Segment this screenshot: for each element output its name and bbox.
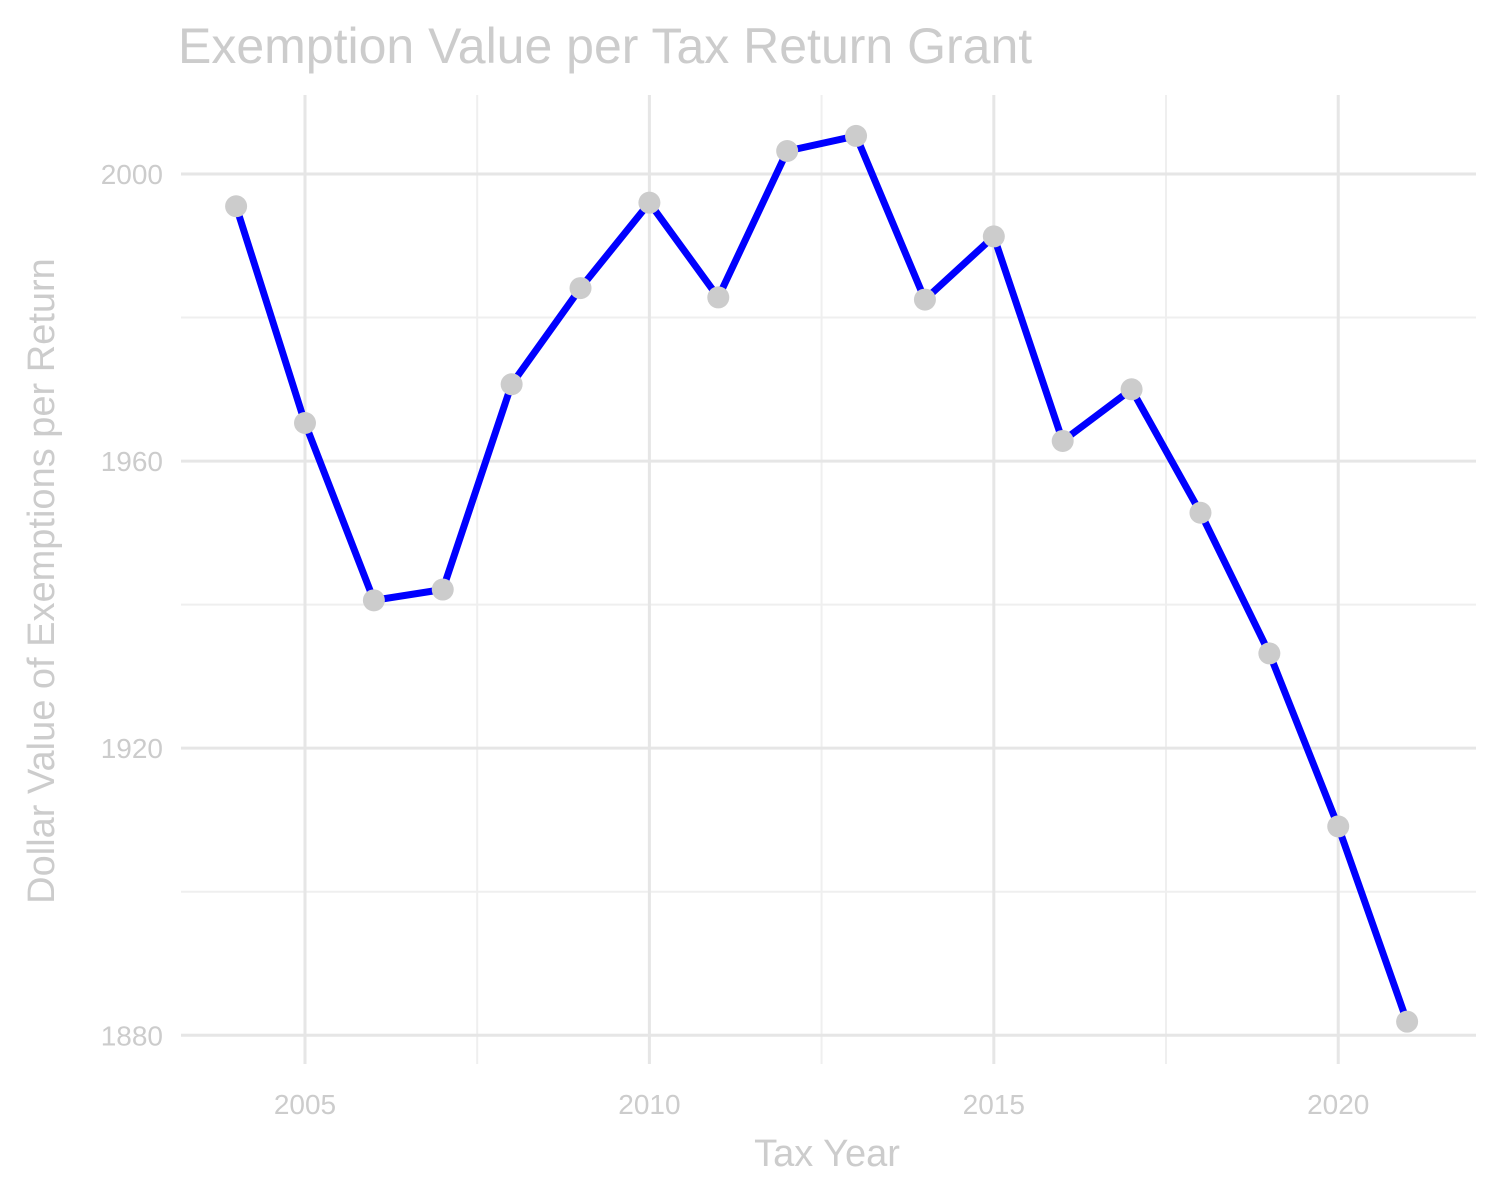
data-point bbox=[1327, 815, 1350, 838]
data-point bbox=[293, 412, 316, 435]
data-point bbox=[1258, 642, 1281, 665]
y-tick-label: 1880 bbox=[101, 1020, 163, 1051]
major-gridlines bbox=[181, 95, 1476, 1064]
series-line bbox=[232, 132, 1411, 1026]
data-point bbox=[225, 195, 248, 218]
y-tick-label: 1920 bbox=[101, 733, 163, 764]
data-point bbox=[1189, 501, 1212, 524]
data-point bbox=[982, 225, 1005, 248]
x-axis-title: Tax Year bbox=[754, 1133, 900, 1175]
data-point bbox=[638, 191, 661, 214]
data-point bbox=[1396, 1010, 1419, 1033]
x-tick-label: 2015 bbox=[963, 1089, 1025, 1120]
y-tick-label: 2000 bbox=[101, 159, 163, 190]
data-point bbox=[362, 589, 385, 612]
x-tick-label: 2020 bbox=[1307, 1089, 1369, 1120]
data-point bbox=[569, 277, 592, 300]
x-tick-label: 2010 bbox=[618, 1089, 680, 1120]
x-tick-labels: 2005 2010 2015 2020 bbox=[274, 1089, 1370, 1120]
data-point bbox=[707, 286, 730, 309]
data-point bbox=[431, 578, 454, 601]
data-point bbox=[913, 288, 936, 311]
data-point bbox=[776, 139, 799, 162]
chart-title: Exemption Value per Tax Return Grant bbox=[178, 18, 1032, 74]
minor-gridlines bbox=[181, 95, 1476, 1064]
data-point bbox=[500, 373, 523, 396]
y-axis-title: Dollar Value of Exemptions per Return bbox=[21, 258, 63, 904]
y-tick-labels: 1880 1920 1960 2000 bbox=[101, 159, 163, 1051]
data-point bbox=[1051, 429, 1074, 452]
y-tick-label: 1960 bbox=[101, 446, 163, 477]
x-tick-label: 2005 bbox=[274, 1089, 336, 1120]
data-point bbox=[845, 124, 868, 147]
points-layer bbox=[225, 124, 1419, 1033]
data-point bbox=[1120, 378, 1143, 401]
series-layer bbox=[232, 132, 1411, 1026]
